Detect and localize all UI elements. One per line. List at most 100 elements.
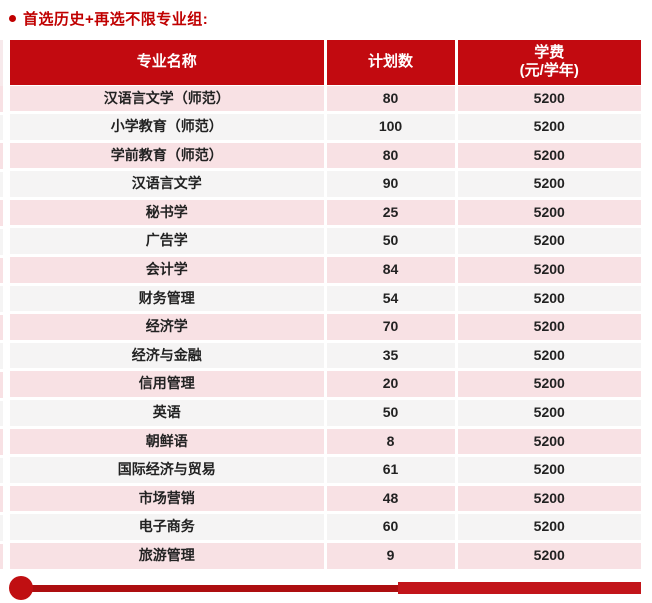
left-edge-sliver-row bbox=[0, 257, 3, 284]
tuition-cell: 5200 bbox=[454, 141, 641, 172]
major-name-cell: 经济学 bbox=[10, 312, 325, 343]
tuition-cell: 5200 bbox=[454, 284, 641, 315]
tuition-cell: 5200 bbox=[454, 484, 641, 515]
table-row: 市场营销 48 5200 bbox=[10, 484, 641, 515]
table-row: 会计学 84 5200 bbox=[10, 255, 641, 286]
table-row: 经济与金融 35 5200 bbox=[10, 341, 641, 372]
left-edge-sliver-row bbox=[0, 314, 3, 341]
plan-count-cell: 50 bbox=[323, 226, 456, 258]
left-edge-sliver-row bbox=[0, 400, 3, 427]
table-header-row: 专业名称 计划数 学费 (元/学年) bbox=[10, 40, 641, 86]
table-row: 汉语言文学（师范） 80 5200 bbox=[10, 85, 641, 115]
table-row: 学前教育（师范） 80 5200 bbox=[10, 141, 641, 172]
tuition-cell: 5200 bbox=[454, 369, 641, 401]
plan-count-cell: 48 bbox=[323, 484, 456, 515]
section-title-text: 首选历史+再选不限专业组: bbox=[23, 10, 209, 28]
left-edge-sliver-row bbox=[0, 200, 3, 226]
major-name-cell: 汉语言文学 bbox=[10, 169, 325, 200]
major-name-cell: 秘书学 bbox=[10, 198, 325, 229]
plan-count-cell: 8 bbox=[323, 427, 456, 458]
tuition-cell: 5200 bbox=[454, 541, 641, 572]
progress-track bbox=[20, 585, 641, 592]
major-name-cell: 会计学 bbox=[10, 255, 325, 286]
left-edge-sliver-row bbox=[0, 143, 3, 169]
major-name-cell: 国际经济与贸易 bbox=[10, 455, 325, 486]
left-edge-sliver-row bbox=[0, 457, 3, 484]
tuition-cell: 5200 bbox=[454, 169, 641, 200]
tuition-cell: 5200 bbox=[454, 341, 641, 372]
tuition-cell: 5200 bbox=[454, 255, 641, 286]
tuition-cell: 5200 bbox=[454, 226, 641, 258]
section-title: 首选历史+再选不限专业组: bbox=[9, 7, 208, 29]
title-bullet-icon bbox=[9, 14, 16, 22]
left-edge-sliver-row bbox=[0, 228, 3, 255]
tuition-cell: 5200 bbox=[454, 455, 641, 486]
major-name-cell: 旅游管理 bbox=[10, 541, 325, 572]
left-edge-sliver-row bbox=[0, 371, 3, 398]
major-name-cell: 信用管理 bbox=[10, 369, 325, 401]
plan-count-cell: 35 bbox=[323, 341, 456, 372]
table-row: 国际经济与贸易 61 5200 bbox=[10, 455, 641, 486]
major-name-cell: 英语 bbox=[10, 398, 325, 429]
plan-count-cell: 60 bbox=[323, 512, 456, 543]
table-row: 电子商务 60 5200 bbox=[10, 512, 641, 543]
plan-count-cell: 20 bbox=[323, 369, 456, 401]
major-name-cell: 广告学 bbox=[10, 226, 325, 258]
major-name-cell: 电子商务 bbox=[10, 512, 325, 543]
left-edge-sliver-header bbox=[0, 40, 3, 86]
table-row: 财务管理 54 5200 bbox=[10, 284, 641, 315]
tuition-cell: 5200 bbox=[454, 198, 641, 229]
table-row: 英语 50 5200 bbox=[10, 398, 641, 429]
table-row: 汉语言文学 90 5200 bbox=[10, 169, 641, 200]
left-edge-sliver-row bbox=[0, 286, 3, 312]
major-name-cell: 财务管理 bbox=[10, 284, 325, 315]
tuition-cell: 5200 bbox=[454, 312, 641, 343]
left-edge-sliver-row bbox=[0, 114, 3, 141]
plan-count-cell: 90 bbox=[323, 169, 456, 200]
slider-knob[interactable] bbox=[9, 576, 33, 600]
table-row: 旅游管理 9 5200 bbox=[10, 541, 641, 572]
table-row: 朝鲜语 8 5200 bbox=[10, 427, 641, 458]
left-edge-sliver-row bbox=[0, 343, 3, 369]
major-name-cell: 汉语言文学（师范） bbox=[10, 85, 325, 115]
tuition-cell: 5200 bbox=[454, 85, 641, 115]
major-name-cell: 学前教育（师范） bbox=[10, 141, 325, 172]
tuition-cell: 5200 bbox=[454, 427, 641, 458]
tuition-cell: 5200 bbox=[454, 112, 641, 143]
left-sliver-rows bbox=[0, 86, 3, 572]
left-edge-sliver-row bbox=[0, 86, 3, 112]
plan-count-cell: 9 bbox=[323, 541, 456, 572]
left-edge-sliver-row bbox=[0, 486, 3, 512]
table-row: 信用管理 20 5200 bbox=[10, 369, 641, 401]
col-header-tuition: 学费 (元/学年) bbox=[454, 40, 641, 86]
plan-count-cell: 70 bbox=[323, 312, 456, 343]
plan-count-cell: 61 bbox=[323, 455, 456, 486]
plan-count-cell: 100 bbox=[323, 112, 456, 143]
majors-table: 专业名称 计划数 学费 (元/学年) 汉语言文学（师范） 80 5200 小学教育（师… bbox=[10, 40, 641, 572]
plan-count-cell: 84 bbox=[323, 255, 456, 286]
plan-count-cell: 54 bbox=[323, 284, 456, 315]
table-row: 经济学 70 5200 bbox=[10, 312, 641, 343]
major-name-cell: 经济与金融 bbox=[10, 341, 325, 372]
plan-count-cell: 80 bbox=[323, 141, 456, 172]
table-row: 广告学 50 5200 bbox=[10, 226, 641, 258]
major-name-cell: 市场营销 bbox=[10, 484, 325, 515]
table-body: 汉语言文学（师范） 80 5200 小学教育（师范） 100 5200 学前教育（师范） 80… bbox=[10, 85, 641, 572]
plan-count-cell: 80 bbox=[323, 85, 456, 115]
plan-count-cell: 25 bbox=[323, 198, 456, 229]
col-header-major-name: 专业名称 bbox=[10, 40, 325, 86]
left-edge-sliver-row bbox=[0, 514, 3, 541]
major-name-cell: 朝鲜语 bbox=[10, 427, 325, 458]
left-edge-sliver-row bbox=[0, 171, 3, 198]
left-edge-sliver-row bbox=[0, 543, 3, 570]
progress-fill bbox=[398, 582, 641, 594]
table-row: 秘书学 25 5200 bbox=[10, 198, 641, 229]
tuition-cell: 5200 bbox=[454, 512, 641, 543]
major-name-cell: 小学教育（师范） bbox=[10, 112, 325, 143]
plan-count-cell: 50 bbox=[323, 398, 456, 429]
table-row: 小学教育（师范） 100 5200 bbox=[10, 112, 641, 143]
tuition-cell: 5200 bbox=[454, 398, 641, 429]
col-header-plan-count: 计划数 bbox=[323, 40, 456, 86]
left-edge-sliver-row bbox=[0, 429, 3, 455]
